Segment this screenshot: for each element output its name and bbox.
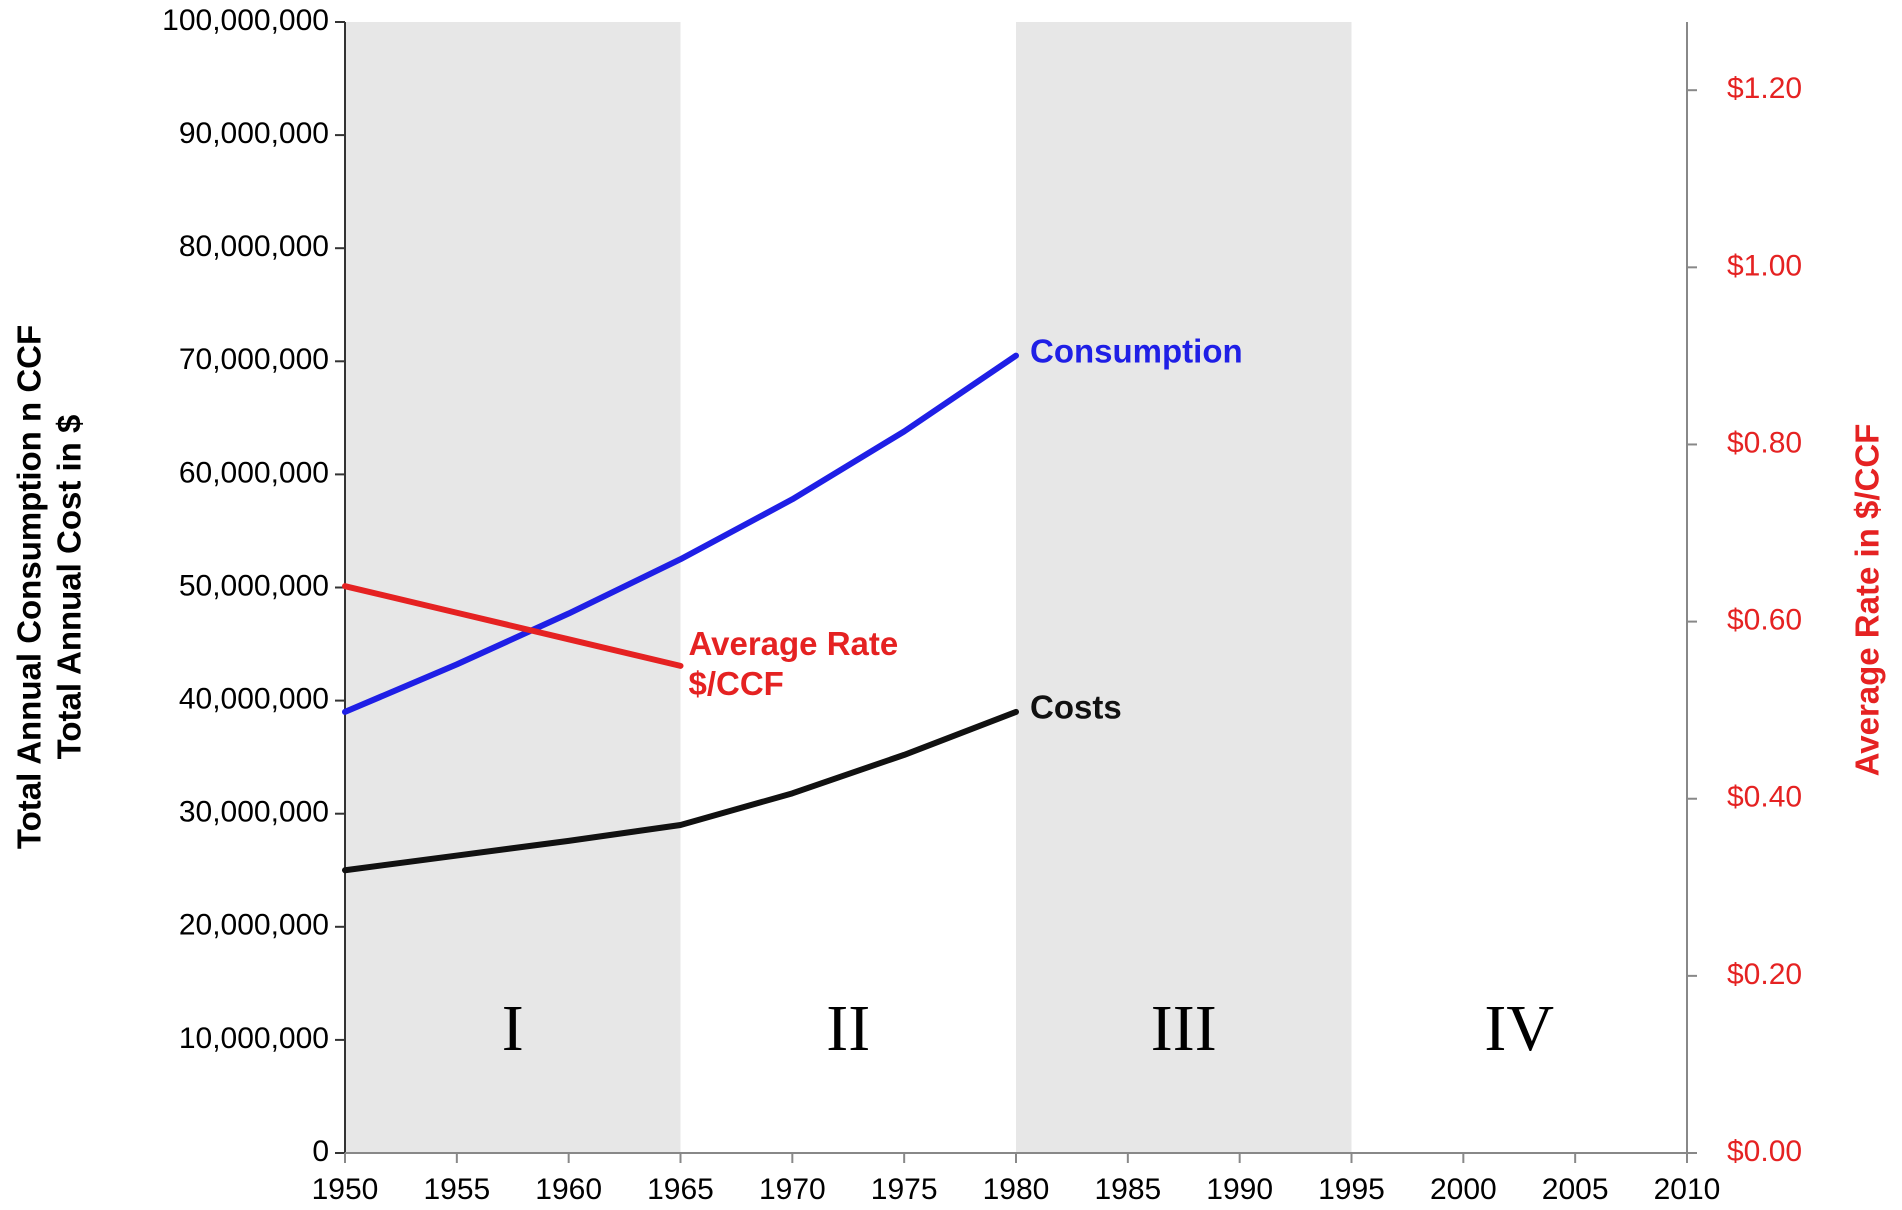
y-tick-label: 80,000,000	[179, 230, 329, 263]
x-tick-label: 1965	[647, 1173, 714, 1206]
x-tick-label: 1990	[1206, 1173, 1273, 1206]
region-label: III	[1151, 992, 1217, 1065]
y-tick-label: 100,000,000	[162, 4, 329, 37]
y-tick-label: 30,000,000	[179, 796, 329, 829]
y2-tick-label: $0.20	[1727, 958, 1802, 991]
y2-tick-label: $0.80	[1727, 426, 1802, 459]
x-tick-label: 1975	[871, 1173, 938, 1206]
region-label: II	[826, 992, 870, 1065]
y-tick-label: 0	[312, 1135, 329, 1168]
x-tick-label: 1985	[1094, 1173, 1161, 1206]
y2-tick-label: $0.60	[1727, 604, 1802, 637]
y-tick-label: 90,000,000	[179, 117, 329, 150]
y-tick-label: 10,000,000	[179, 1022, 329, 1055]
series-label-text: Average Rate $/CCF	[688, 624, 899, 702]
x-tick-label: 1995	[1318, 1173, 1385, 1206]
series-label: Costs	[1030, 689, 1122, 726]
y2-tick-label: $0.00	[1727, 1135, 1802, 1168]
y-axis-title: Total Annual Consumption n CCF	[11, 325, 48, 849]
x-tick-label: 2010	[1654, 1173, 1721, 1206]
x-tick-label: 2005	[1542, 1173, 1609, 1206]
region-band	[345, 22, 681, 1153]
y2-tick-label: $1.00	[1727, 249, 1802, 282]
series-line	[342, 352, 1019, 715]
x-tick-label: 2000	[1430, 1173, 1497, 1206]
series-line	[342, 708, 1019, 874]
y-tick-label: 60,000,000	[179, 456, 329, 489]
region-label: I	[502, 992, 524, 1065]
x-tick-label: 1960	[535, 1173, 602, 1206]
y-tick-label: 50,000,000	[179, 569, 329, 602]
x-tick-label: 1970	[759, 1173, 826, 1206]
y-axis-title: Total Annual Cost in $	[51, 415, 88, 760]
series-label: Average Rate $/CCF	[688, 624, 899, 702]
x-tick-label: 1955	[423, 1173, 490, 1206]
y-tick-label: 20,000,000	[179, 909, 329, 942]
x-tick-label: 1980	[983, 1173, 1050, 1206]
y2-tick-label: $1.20	[1727, 72, 1802, 105]
series-label: Consumption	[1030, 332, 1243, 369]
y2-axis-title: Average Rate in $/CCF	[1849, 424, 1886, 777]
region-band	[1016, 22, 1352, 1153]
x-tick-label: 1950	[312, 1173, 379, 1206]
y2-tick-label: $0.40	[1727, 781, 1802, 814]
series-line	[342, 583, 684, 669]
y-tick-label: 70,000,000	[179, 343, 329, 376]
region-label: IV	[1484, 992, 1554, 1065]
y-tick-label: 40,000,000	[179, 683, 329, 716]
